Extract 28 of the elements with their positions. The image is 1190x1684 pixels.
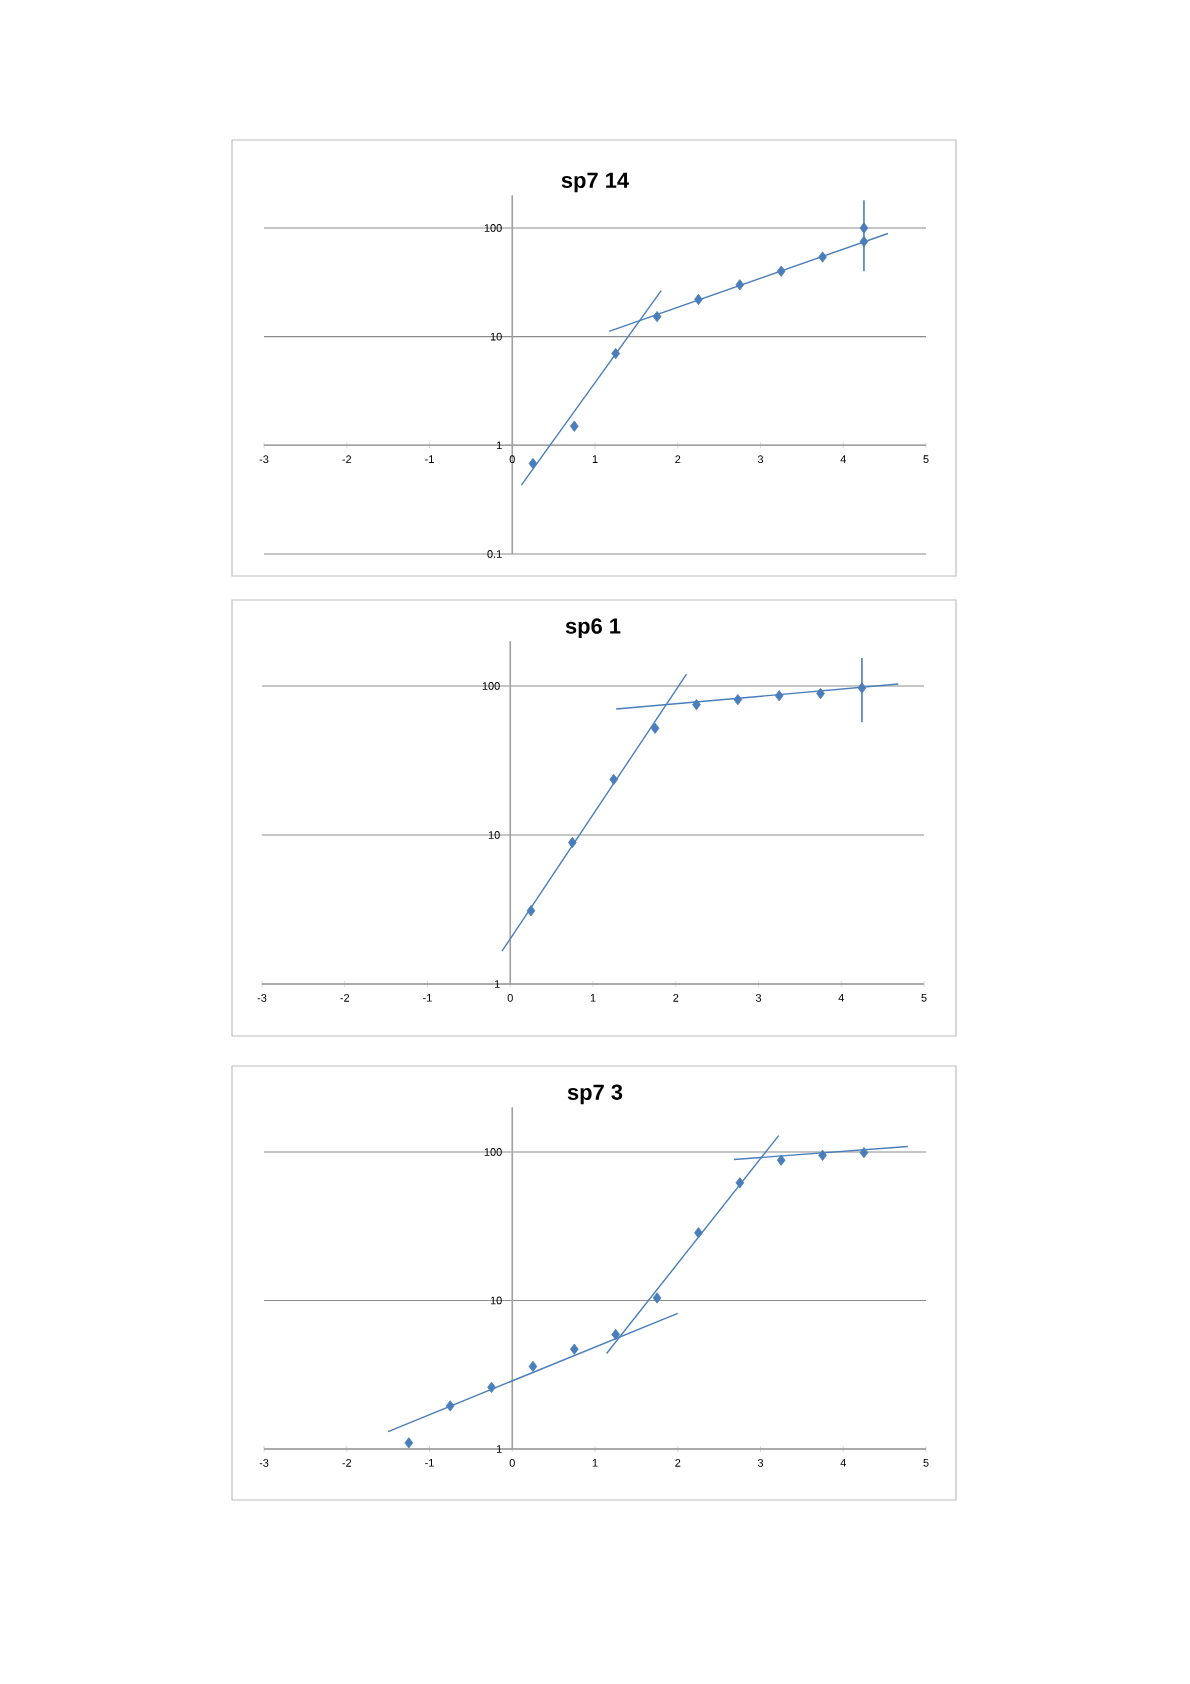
point <box>776 265 786 277</box>
point <box>818 251 827 263</box>
point <box>859 1147 869 1159</box>
point <box>776 1154 786 1166</box>
point <box>528 1360 538 1372</box>
point <box>859 222 869 234</box>
point <box>570 420 579 432</box>
point <box>404 1437 414 1449</box>
point <box>526 905 536 917</box>
point <box>528 457 538 470</box>
chart-title: sp7 3 <box>567 1084 623 1105</box>
point <box>692 699 701 711</box>
point <box>733 694 743 706</box>
point <box>857 682 867 694</box>
point <box>652 1292 662 1304</box>
point <box>859 235 869 248</box>
point <box>570 1343 579 1355</box>
chart-title: sp7 14 <box>561 172 629 193</box>
point <box>735 1177 745 1189</box>
point <box>652 310 662 323</box>
point <box>694 1227 703 1239</box>
point <box>774 690 784 702</box>
point <box>650 722 660 734</box>
point <box>445 1400 455 1412</box>
point <box>818 1149 827 1161</box>
chart-title: sp6 1 <box>565 618 621 639</box>
point <box>735 279 745 291</box>
point <box>487 1381 496 1393</box>
